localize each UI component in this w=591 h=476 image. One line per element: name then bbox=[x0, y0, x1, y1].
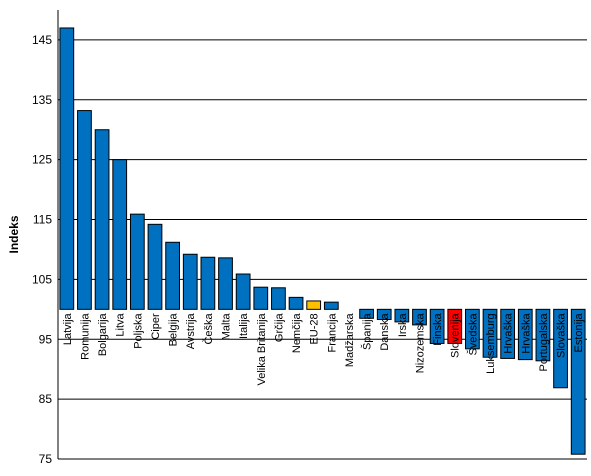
y-tick-label: 85 bbox=[39, 392, 53, 406]
category-label: Avstrija bbox=[185, 312, 197, 349]
category-label: Estonija bbox=[573, 312, 585, 352]
grid-lines bbox=[58, 39, 587, 460]
category-label: Belgija bbox=[168, 312, 180, 346]
bar-27 bbox=[535, 308, 551, 362]
y-tick-labels: 75 85 95 105 115 125 135 145 bbox=[32, 33, 52, 466]
bar-13 bbox=[288, 296, 304, 310]
category-label: Bolgarija bbox=[97, 312, 109, 356]
category-label: Danska bbox=[379, 312, 391, 350]
category-label: EU-28 bbox=[309, 313, 321, 344]
category-label: Malta bbox=[221, 312, 233, 340]
category-label: Hrvaška bbox=[503, 312, 515, 353]
category-label: Finska bbox=[432, 312, 444, 345]
bar-9 bbox=[218, 257, 233, 310]
category-label: Švedska bbox=[466, 312, 479, 355]
category-label: Ciper bbox=[150, 313, 162, 340]
category-label: Nizozemska bbox=[414, 312, 426, 373]
bar-12 bbox=[271, 287, 286, 310]
category-labels: Latvija Romunija Bolgarija Litva Poljska Cipe… bbox=[62, 312, 585, 385]
bar-5 bbox=[147, 223, 163, 310]
bar-26 bbox=[517, 308, 533, 361]
category-label: Romunija bbox=[79, 312, 91, 359]
category-label: Grčija bbox=[273, 312, 285, 342]
bar-20 bbox=[412, 308, 427, 326]
category-label: Luksemburg bbox=[485, 313, 497, 374]
y-tick-label: 115 bbox=[33, 213, 52, 227]
category-label: Latvija bbox=[62, 312, 74, 345]
y-tick-label: 135 bbox=[32, 93, 52, 107]
bar-23 bbox=[465, 308, 480, 350]
bar-2 bbox=[94, 129, 110, 310]
bar-7 bbox=[182, 253, 198, 310]
bar-1 bbox=[77, 110, 92, 310]
category-label: Velika Britanija bbox=[256, 312, 268, 385]
y-tick-label: 125 bbox=[32, 153, 52, 167]
bar-21 bbox=[429, 308, 445, 344]
category-label: Francija bbox=[326, 312, 338, 352]
category-label: Hrvaška bbox=[520, 312, 532, 353]
category-label: Nemčija bbox=[291, 312, 303, 353]
bar-0 bbox=[59, 27, 75, 310]
bar-15 bbox=[323, 301, 339, 310]
bar-22 bbox=[447, 308, 463, 344]
bar-19 bbox=[394, 308, 410, 323]
y-axis-title: Indeks bbox=[7, 215, 21, 253]
category-label: Češka bbox=[202, 312, 215, 344]
bar-24 bbox=[482, 308, 498, 358]
category-label: Španija bbox=[361, 312, 374, 350]
bar-14 bbox=[306, 300, 322, 310]
category-label: Portugalska bbox=[538, 312, 550, 371]
bar-25 bbox=[500, 308, 516, 359]
bar-8 bbox=[200, 256, 216, 310]
bar-3 bbox=[112, 159, 128, 310]
bars bbox=[59, 27, 586, 455]
bar-6 bbox=[165, 241, 180, 310]
bar-28 bbox=[553, 308, 568, 389]
bar-4 bbox=[129, 213, 145, 310]
y-tick-label: 105 bbox=[32, 272, 52, 286]
y-tick-label: 75 bbox=[39, 452, 53, 466]
category-label: Slovaška bbox=[556, 312, 568, 358]
category-label: Irska bbox=[397, 312, 409, 337]
category-label: Italija bbox=[238, 312, 250, 339]
category-label: Slovenija bbox=[450, 312, 462, 358]
category-label: Madžarska bbox=[344, 312, 356, 367]
y-tick-label: 95 bbox=[39, 332, 53, 346]
bar-17 bbox=[359, 308, 374, 319]
bar-11 bbox=[253, 286, 269, 310]
category-label: Litva bbox=[115, 312, 127, 336]
bar-18 bbox=[376, 308, 392, 321]
bar-29 bbox=[570, 308, 586, 455]
bar-10 bbox=[235, 273, 251, 310]
category-label: Poljska bbox=[132, 312, 144, 348]
y-tick-label: 145 bbox=[32, 33, 52, 47]
